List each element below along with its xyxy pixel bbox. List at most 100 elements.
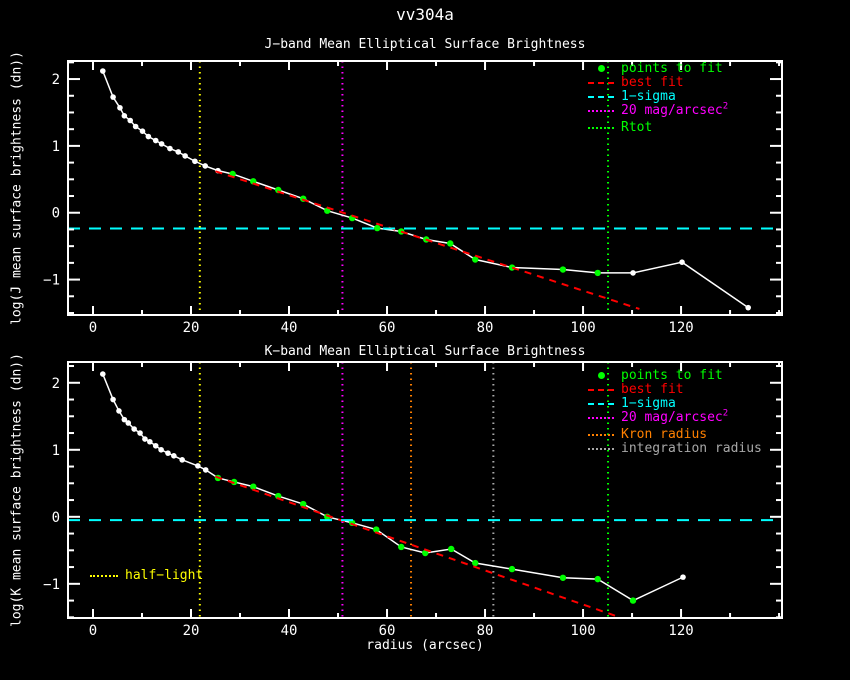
data-point xyxy=(680,574,686,580)
data-point xyxy=(127,117,134,124)
y-tick-label: 1 xyxy=(52,139,60,155)
data-point xyxy=(110,396,116,403)
k-band-y-axis-label: log(K mean surface brightness (dn)) xyxy=(9,353,25,627)
data-point xyxy=(99,68,106,74)
fit-point xyxy=(594,575,601,583)
data-point xyxy=(152,442,159,449)
data-point xyxy=(117,104,123,111)
data-point xyxy=(99,371,106,377)
data-point xyxy=(152,137,159,144)
fit-point xyxy=(250,178,257,185)
fit-point xyxy=(472,256,479,263)
dashed-line-icon xyxy=(588,95,614,98)
legend-item-20-mag: 20 mag/arcsec2 xyxy=(588,102,728,117)
x-tick-label: 60 xyxy=(379,623,396,639)
fit-point xyxy=(594,269,601,277)
y-tick-label: 2 xyxy=(52,72,60,88)
legend-item-best-fit: best fit xyxy=(588,76,728,89)
data-point xyxy=(121,416,128,423)
x-tick-label: 100 xyxy=(570,320,595,336)
data-point xyxy=(116,408,122,414)
data-point xyxy=(745,304,751,311)
axes-box xyxy=(67,361,783,619)
data-point xyxy=(202,163,209,169)
legend-item-integration-radius: integration radius xyxy=(588,442,762,455)
fit-point xyxy=(398,543,405,551)
fit-point xyxy=(300,500,307,508)
x-tick-label: 120 xyxy=(668,623,693,639)
axes-box xyxy=(67,60,783,316)
data-point xyxy=(192,158,198,165)
legend-item-kron-radius: Kron radius xyxy=(588,428,762,441)
half-light-label: half−light xyxy=(90,569,203,582)
data-point xyxy=(171,453,177,459)
fit-point xyxy=(472,559,479,567)
data-point xyxy=(131,426,137,432)
dotted-line-icon xyxy=(588,109,614,112)
fit-point xyxy=(422,549,429,557)
x-tick-label: 120 xyxy=(668,320,693,336)
legend-item-rtot: Rtot xyxy=(588,121,728,134)
j-band-legend: points to fit best fit 1−sigma 20 mag/ar… xyxy=(588,62,728,135)
k-band-legend: points to fit best fit 1−sigma 20 mag/ar… xyxy=(588,369,762,456)
data-point xyxy=(110,94,116,100)
legend-item-points-to-fit: points to fit xyxy=(588,62,728,75)
data-point xyxy=(179,457,185,463)
j-band-panel: 0 20 40 60 80 100 120 −1 0 1 2 xyxy=(43,60,783,336)
k-band-title: K−band Mean Elliptical Surface Brightnes… xyxy=(264,344,586,359)
data-point xyxy=(158,446,164,453)
fit-point xyxy=(559,266,567,273)
data-point xyxy=(175,149,182,155)
y-tick-label: −1 xyxy=(43,273,60,289)
fit-point xyxy=(373,526,380,533)
data-point xyxy=(137,430,143,436)
data-point xyxy=(132,123,139,130)
data-point xyxy=(121,113,128,119)
x-tick-label: 80 xyxy=(477,623,494,639)
data-point xyxy=(165,450,171,456)
points-marker-icon xyxy=(598,372,605,379)
fit-point xyxy=(508,565,516,573)
data-point xyxy=(147,438,153,445)
x-tick-label: 40 xyxy=(281,623,298,639)
dotted-line-icon xyxy=(588,433,614,436)
data-point xyxy=(139,128,146,134)
x-tick-label: 100 xyxy=(570,623,595,639)
y-tick-label: 0 xyxy=(52,206,60,222)
fit-point xyxy=(250,483,257,490)
j-band-y-axis-label: log(J mean surface brightness (dn)) xyxy=(9,51,25,325)
data-point xyxy=(158,141,165,147)
points-marker-icon xyxy=(598,65,605,72)
data-point xyxy=(142,436,148,442)
x-tick-label: 0 xyxy=(89,320,97,336)
fit-point xyxy=(448,545,455,553)
dotted-line-icon xyxy=(588,416,614,419)
dotted-line-icon xyxy=(90,574,118,577)
data-point xyxy=(195,463,201,469)
legend-item-1-sigma: 1−sigma xyxy=(588,90,728,103)
legend-item-20-mag: 20 mag/arcsec2 xyxy=(588,409,762,424)
x-tick-label: 0 xyxy=(89,623,97,639)
data-point xyxy=(182,153,188,159)
dotted-line-icon xyxy=(588,447,614,450)
dashed-line-icon xyxy=(588,388,614,391)
x-tick-label: 20 xyxy=(183,320,200,336)
legend-item-1-sigma: 1−sigma xyxy=(588,397,762,410)
legend-item-best-fit: best fit xyxy=(588,383,762,396)
data-point xyxy=(145,133,152,140)
dashed-line-icon xyxy=(588,81,614,84)
fit-point xyxy=(629,597,637,604)
series-best-fit xyxy=(215,170,640,310)
y-tick-label: 2 xyxy=(52,376,60,392)
fit-point xyxy=(447,240,454,247)
series-best-fit xyxy=(215,475,621,619)
legend-item-points-to-fit: points to fit xyxy=(588,369,762,382)
y-tick-label: 1 xyxy=(52,443,60,459)
fit-point xyxy=(275,492,282,500)
fit-point xyxy=(559,574,567,581)
data-point xyxy=(679,259,685,265)
x-tick-label: 20 xyxy=(183,623,200,639)
x-tick-label: 80 xyxy=(477,320,494,336)
